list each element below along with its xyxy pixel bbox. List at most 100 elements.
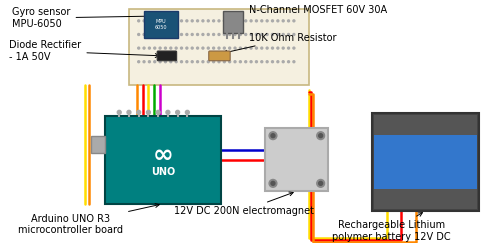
Circle shape bbox=[228, 33, 230, 35]
FancyBboxPatch shape bbox=[104, 116, 222, 204]
Circle shape bbox=[261, 47, 263, 49]
Circle shape bbox=[272, 61, 274, 63]
Circle shape bbox=[208, 33, 209, 35]
Circle shape bbox=[218, 47, 220, 49]
Circle shape bbox=[266, 33, 268, 35]
FancyBboxPatch shape bbox=[265, 128, 328, 191]
Text: Arduino UNO R3
microcontroller board: Arduino UNO R3 microcontroller board bbox=[18, 204, 159, 235]
Circle shape bbox=[166, 110, 170, 114]
FancyBboxPatch shape bbox=[224, 11, 243, 32]
Circle shape bbox=[240, 47, 242, 49]
Circle shape bbox=[138, 33, 140, 35]
Circle shape bbox=[250, 61, 252, 63]
Circle shape bbox=[154, 61, 156, 63]
FancyBboxPatch shape bbox=[91, 136, 104, 153]
Circle shape bbox=[170, 47, 172, 49]
Circle shape bbox=[180, 47, 182, 49]
Circle shape bbox=[261, 20, 263, 22]
Circle shape bbox=[272, 47, 274, 49]
Circle shape bbox=[266, 20, 268, 22]
Circle shape bbox=[180, 20, 182, 22]
Circle shape bbox=[288, 33, 290, 35]
Text: Rechargeable Lithium
polymer battery 12V DC: Rechargeable Lithium polymer battery 12V… bbox=[332, 213, 451, 242]
Circle shape bbox=[146, 110, 150, 114]
Text: 10K Ohm Resistor: 10K Ohm Resistor bbox=[223, 32, 336, 54]
Circle shape bbox=[250, 20, 252, 22]
Circle shape bbox=[148, 20, 150, 22]
Circle shape bbox=[218, 33, 220, 35]
Circle shape bbox=[186, 20, 188, 22]
FancyBboxPatch shape bbox=[374, 189, 478, 209]
Circle shape bbox=[245, 20, 246, 22]
Circle shape bbox=[191, 33, 193, 35]
Circle shape bbox=[318, 134, 322, 138]
Circle shape bbox=[317, 180, 324, 187]
Circle shape bbox=[208, 20, 209, 22]
Circle shape bbox=[245, 61, 246, 63]
Circle shape bbox=[250, 33, 252, 35]
FancyBboxPatch shape bbox=[144, 11, 178, 38]
Circle shape bbox=[288, 61, 290, 63]
Circle shape bbox=[127, 110, 131, 114]
FancyBboxPatch shape bbox=[374, 135, 478, 189]
Circle shape bbox=[266, 47, 268, 49]
Circle shape bbox=[148, 61, 150, 63]
Circle shape bbox=[154, 47, 156, 49]
Circle shape bbox=[288, 20, 290, 22]
Circle shape bbox=[266, 61, 268, 63]
Circle shape bbox=[256, 20, 258, 22]
Circle shape bbox=[240, 33, 242, 35]
Circle shape bbox=[228, 47, 230, 49]
Text: ∞: ∞ bbox=[152, 143, 174, 167]
Circle shape bbox=[175, 20, 177, 22]
Circle shape bbox=[245, 47, 246, 49]
Circle shape bbox=[293, 20, 295, 22]
Circle shape bbox=[164, 20, 166, 22]
Circle shape bbox=[143, 33, 145, 35]
Circle shape bbox=[175, 33, 177, 35]
Circle shape bbox=[159, 61, 161, 63]
Circle shape bbox=[118, 110, 121, 114]
Circle shape bbox=[170, 61, 172, 63]
Circle shape bbox=[317, 132, 324, 140]
Circle shape bbox=[136, 110, 140, 114]
Circle shape bbox=[212, 20, 214, 22]
Circle shape bbox=[186, 61, 188, 63]
Circle shape bbox=[164, 47, 166, 49]
Circle shape bbox=[256, 61, 258, 63]
Circle shape bbox=[138, 20, 140, 22]
Circle shape bbox=[175, 61, 177, 63]
Text: Gyro sensor
MPU-6050: Gyro sensor MPU-6050 bbox=[12, 7, 156, 29]
Circle shape bbox=[212, 47, 214, 49]
Circle shape bbox=[269, 132, 277, 140]
Circle shape bbox=[196, 20, 198, 22]
Circle shape bbox=[212, 61, 214, 63]
Circle shape bbox=[154, 20, 156, 22]
Circle shape bbox=[282, 61, 284, 63]
Circle shape bbox=[218, 61, 220, 63]
Circle shape bbox=[282, 33, 284, 35]
Circle shape bbox=[282, 47, 284, 49]
Circle shape bbox=[154, 33, 156, 35]
Circle shape bbox=[202, 33, 204, 35]
Circle shape bbox=[240, 61, 242, 63]
Circle shape bbox=[148, 47, 150, 49]
Circle shape bbox=[148, 33, 150, 35]
Circle shape bbox=[228, 61, 230, 63]
FancyBboxPatch shape bbox=[374, 115, 478, 135]
Circle shape bbox=[191, 20, 193, 22]
Circle shape bbox=[224, 20, 226, 22]
Circle shape bbox=[143, 61, 145, 63]
Circle shape bbox=[170, 33, 172, 35]
Circle shape bbox=[191, 47, 193, 49]
Circle shape bbox=[191, 61, 193, 63]
Circle shape bbox=[164, 33, 166, 35]
Circle shape bbox=[164, 61, 166, 63]
Circle shape bbox=[269, 180, 277, 187]
Circle shape bbox=[224, 61, 226, 63]
Circle shape bbox=[202, 20, 204, 22]
Circle shape bbox=[218, 20, 220, 22]
Circle shape bbox=[234, 33, 236, 35]
Circle shape bbox=[256, 33, 258, 35]
Text: Diode Rectifier
- 1A 50V: Diode Rectifier - 1A 50V bbox=[10, 40, 159, 62]
